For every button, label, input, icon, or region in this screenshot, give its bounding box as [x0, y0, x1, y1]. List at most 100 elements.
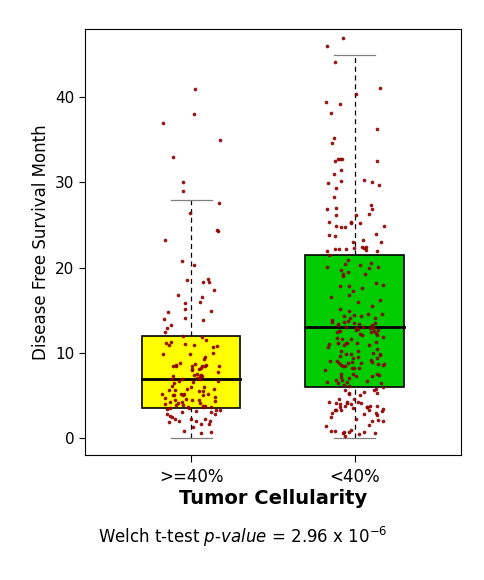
- Point: [363, 376, 370, 386]
- Point: [331, 245, 339, 254]
- Point: [356, 329, 363, 339]
- Point: [189, 423, 197, 432]
- Point: [337, 155, 345, 164]
- Point: [186, 350, 194, 359]
- Point: [188, 396, 196, 405]
- Point: [365, 324, 373, 333]
- Point: [378, 406, 386, 415]
- Point: [348, 237, 356, 246]
- Point: [326, 292, 334, 301]
- Point: [344, 389, 352, 398]
- Point: [201, 401, 209, 410]
- Point: [367, 327, 375, 336]
- Point: [364, 209, 372, 219]
- Point: [200, 361, 208, 371]
- Point: [160, 235, 168, 244]
- Point: [179, 178, 186, 187]
- Point: [333, 378, 341, 387]
- Point: [334, 244, 342, 253]
- Point: [364, 263, 372, 273]
- Point: [343, 398, 350, 407]
- Point: [373, 326, 381, 335]
- Point: [372, 401, 380, 410]
- Point: [170, 378, 178, 387]
- Point: [342, 244, 349, 253]
- Point: [370, 313, 378, 322]
- Point: [178, 256, 186, 266]
- Point: [163, 409, 170, 418]
- Point: [214, 198, 222, 208]
- Point: [180, 426, 187, 436]
- Point: [206, 427, 214, 437]
- Point: [160, 327, 168, 336]
- Point: [159, 118, 166, 128]
- Point: [331, 183, 339, 193]
- Point: [343, 359, 351, 368]
- Point: [375, 180, 382, 190]
- Point: [323, 246, 331, 256]
- Point: [167, 412, 175, 421]
- Point: [181, 313, 188, 322]
- Point: [165, 385, 173, 394]
- Point: [213, 368, 221, 377]
- Point: [177, 389, 184, 398]
- Point: [342, 322, 349, 332]
- Point: [171, 362, 179, 371]
- Point: [195, 365, 202, 374]
- Point: [369, 322, 377, 332]
- Point: [373, 360, 381, 369]
- Point: [343, 398, 350, 407]
- Point: [168, 372, 176, 381]
- Point: [190, 340, 197, 350]
- Point: [210, 285, 217, 294]
- Point: [182, 385, 190, 394]
- Point: [348, 404, 356, 413]
- Point: [337, 176, 345, 186]
- Point: [341, 350, 349, 359]
- Point: [348, 354, 356, 363]
- Point: [216, 405, 224, 415]
- Point: [321, 365, 329, 375]
- Point: [345, 427, 352, 437]
- Point: [373, 124, 380, 133]
- Point: [215, 361, 223, 370]
- Point: [332, 356, 340, 365]
- Point: [327, 108, 334, 117]
- Point: [343, 377, 350, 386]
- Point: [206, 416, 213, 426]
- Point: [327, 412, 334, 422]
- Point: [358, 331, 365, 340]
- Point: [330, 169, 338, 179]
- Point: [355, 430, 363, 439]
- Point: [176, 358, 183, 367]
- Point: [354, 364, 362, 373]
- Point: [337, 369, 345, 378]
- Point: [322, 378, 330, 387]
- Point: [373, 345, 380, 354]
- Point: [169, 391, 177, 400]
- Point: [356, 260, 363, 269]
- Point: [166, 411, 173, 420]
- Point: [168, 391, 176, 400]
- Point: [373, 330, 380, 339]
- Point: [371, 278, 379, 288]
- Point: [358, 283, 365, 292]
- Point: [375, 295, 383, 305]
- Point: [371, 429, 378, 438]
- Point: [214, 226, 222, 235]
- Point: [202, 336, 210, 345]
- Point: [330, 426, 338, 436]
- Point: [345, 374, 352, 383]
- Point: [180, 389, 188, 398]
- Point: [371, 408, 379, 417]
- Point: [339, 380, 347, 390]
- Point: [163, 404, 171, 414]
- Point: [181, 339, 188, 349]
- Point: [183, 402, 191, 411]
- Point: [378, 416, 386, 426]
- Point: [198, 372, 206, 381]
- Point: [336, 405, 344, 415]
- Point: [363, 403, 370, 412]
- Point: [354, 346, 362, 356]
- Point: [211, 409, 218, 419]
